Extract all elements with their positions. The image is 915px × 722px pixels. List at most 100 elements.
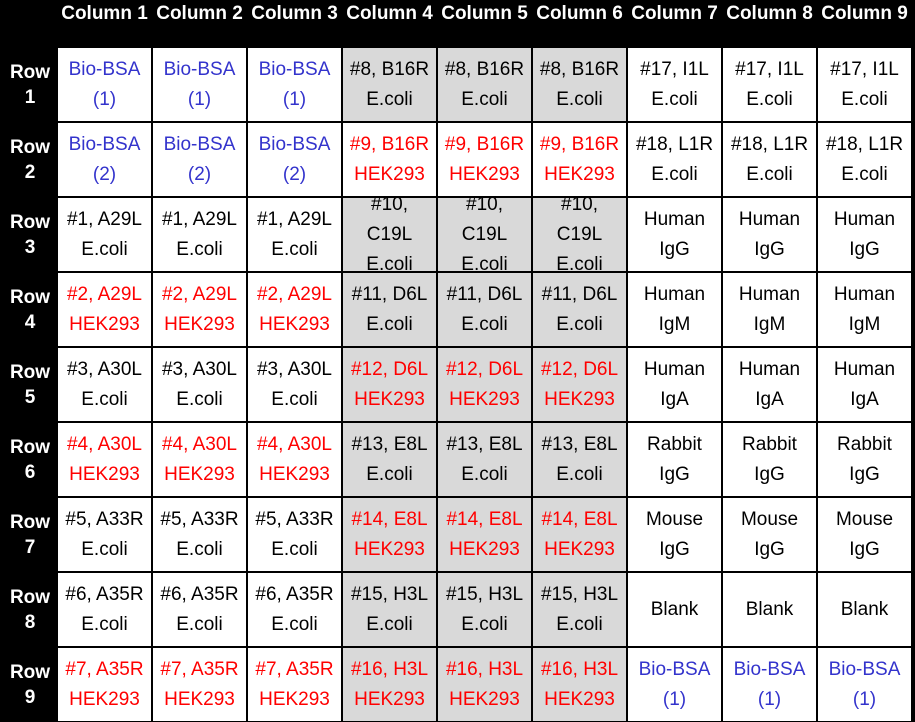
well-line: #14, E8L xyxy=(351,508,428,530)
well-content: #17, I1L E.coli xyxy=(830,55,899,115)
well-content: #18, L1R E.coli xyxy=(731,130,808,190)
well-line: #1, A29L xyxy=(161,208,238,230)
well-line: #9, B16R xyxy=(539,133,620,155)
well-content: Human IgG xyxy=(739,205,800,265)
well-cell: #4, A30L HEK293 xyxy=(57,422,152,497)
well-line: E.coli xyxy=(271,538,318,560)
well-line: C19L xyxy=(366,223,413,245)
well-line: IgG xyxy=(754,463,785,485)
well-content: Human IgM xyxy=(644,280,705,340)
well-line: Mouse xyxy=(835,508,894,530)
well-line: IgA xyxy=(850,388,879,410)
well-cell: #17, I1L E.coli xyxy=(627,47,722,122)
well-cell: #9, B16R HEK293 xyxy=(342,122,437,197)
well-line: IgG xyxy=(849,238,880,260)
well-content: #6, A35R E.coli xyxy=(160,580,238,640)
well-cell: #12, D6L HEK293 xyxy=(342,347,437,422)
well-line: #3, A30L xyxy=(161,358,238,380)
well-cell: #7, A35R HEK293 xyxy=(247,647,342,722)
column-header: Column 6 xyxy=(532,0,627,47)
well-cell: #3, A30L E.coli xyxy=(57,347,152,422)
well-cell: #13, E8L E.coli xyxy=(437,422,532,497)
well-content: Mouse IgG xyxy=(646,505,703,565)
well-content: #17, I1L E.coli xyxy=(735,55,804,115)
well-content: #2, A29L HEK293 xyxy=(257,280,332,340)
well-line: #13, E8L xyxy=(351,433,428,455)
well-cell: #17, I1L E.coli xyxy=(722,47,817,122)
well-line: HEK293 xyxy=(69,688,140,710)
well-content: Bio-BSA (1) xyxy=(164,55,236,115)
well-line: Human xyxy=(643,208,706,230)
row-header-label: Row 7 xyxy=(9,511,51,558)
well-line: E.coli xyxy=(176,538,223,560)
well-content: Human IgA xyxy=(739,355,800,415)
column-header: Column 1 xyxy=(57,0,152,47)
well-cell: #5, A33R E.coli xyxy=(57,497,152,572)
well-cell: #13, E8L E.coli xyxy=(532,422,627,497)
well-cell: Human IgA xyxy=(627,347,722,422)
well-line: #18, L1R xyxy=(825,133,904,155)
well-line: (1) xyxy=(852,688,877,710)
well-cell: Human IgG xyxy=(817,197,912,272)
well-line: E.coli xyxy=(461,463,508,485)
well-line: E.coli xyxy=(81,238,128,260)
well-line: Rabbit xyxy=(742,433,797,455)
well-line: #5, A33R xyxy=(255,508,334,530)
well-line: #15, H3L xyxy=(540,583,619,605)
well-line: (2) xyxy=(282,163,307,185)
well-line: IgM xyxy=(753,313,786,335)
well-line: #8, B16R xyxy=(349,58,430,80)
well-content: #10, C19L E.coli xyxy=(366,198,413,271)
well-line: #18, L1R xyxy=(730,133,809,155)
well-line: HEK293 xyxy=(449,163,520,185)
well-line: Mouse xyxy=(645,508,704,530)
well-content: #5, A33R E.coli xyxy=(255,505,333,565)
well-line: #10, xyxy=(466,197,503,215)
well-line: #7, A35R xyxy=(65,658,144,680)
well-cell: #9, B16R HEK293 xyxy=(437,122,532,197)
row-header-label: Row 9 xyxy=(9,661,51,708)
well-content: #10, C19L E.coli xyxy=(556,198,602,271)
well-line: HEK293 xyxy=(354,388,425,410)
well-content: #1, A29L E.coli xyxy=(162,205,237,265)
row-header: Row 5 xyxy=(0,347,57,422)
well-line: E.coli xyxy=(556,313,603,335)
well-cell: #18, L1R E.coli xyxy=(722,122,817,197)
well-line: HEK293 xyxy=(544,688,615,710)
well-content: Rabbit IgG xyxy=(742,430,797,490)
well-content: #4, A30L HEK293 xyxy=(67,430,142,490)
well-line: IgM xyxy=(848,313,881,335)
well-content: #1, A29L E.coli xyxy=(257,205,332,265)
row-header: Row 4 xyxy=(0,272,57,347)
well-line: E.coli xyxy=(556,613,603,635)
well-line: #4, A30L xyxy=(66,433,143,455)
column-header: Column 4 xyxy=(342,0,437,47)
well-content: Rabbit IgG xyxy=(647,430,702,490)
well-line: Blank xyxy=(650,598,699,620)
well-cell: #10, C19L E.coli xyxy=(532,197,627,272)
well-line: IgG xyxy=(659,463,690,485)
well-line: #13, E8L xyxy=(541,433,618,455)
well-content: Bio-BSA (1) xyxy=(639,655,711,715)
well-line: #5, A33R xyxy=(160,508,239,530)
well-line: E.coli xyxy=(366,613,413,635)
well-content: #15, H3L E.coli xyxy=(351,580,428,640)
well-cell: #11, D6L E.coli xyxy=(437,272,532,347)
well-line: Bio-BSA xyxy=(68,133,141,155)
well-line: (2) xyxy=(92,163,117,185)
well-content: Human IgA xyxy=(834,355,895,415)
well-line: HEK293 xyxy=(544,538,615,560)
well-line: HEK293 xyxy=(449,688,520,710)
well-line: #8, B16R xyxy=(444,58,525,80)
well-cell: #2, A29L HEK293 xyxy=(57,272,152,347)
row-header-label: Row 6 xyxy=(9,436,51,483)
well-cell: #15, H3L E.coli xyxy=(437,572,532,647)
well-line: Bio-BSA xyxy=(638,658,711,680)
well-line: #8, B16R xyxy=(539,58,620,80)
well-line: #12, D6L xyxy=(445,358,524,380)
well-cell: #11, D6L E.coli xyxy=(342,272,437,347)
well-line: #3, A30L xyxy=(256,358,333,380)
well-cell: #5, A33R E.coli xyxy=(247,497,342,572)
well-line: #5, A33R xyxy=(65,508,144,530)
well-line: IgA xyxy=(660,388,689,410)
